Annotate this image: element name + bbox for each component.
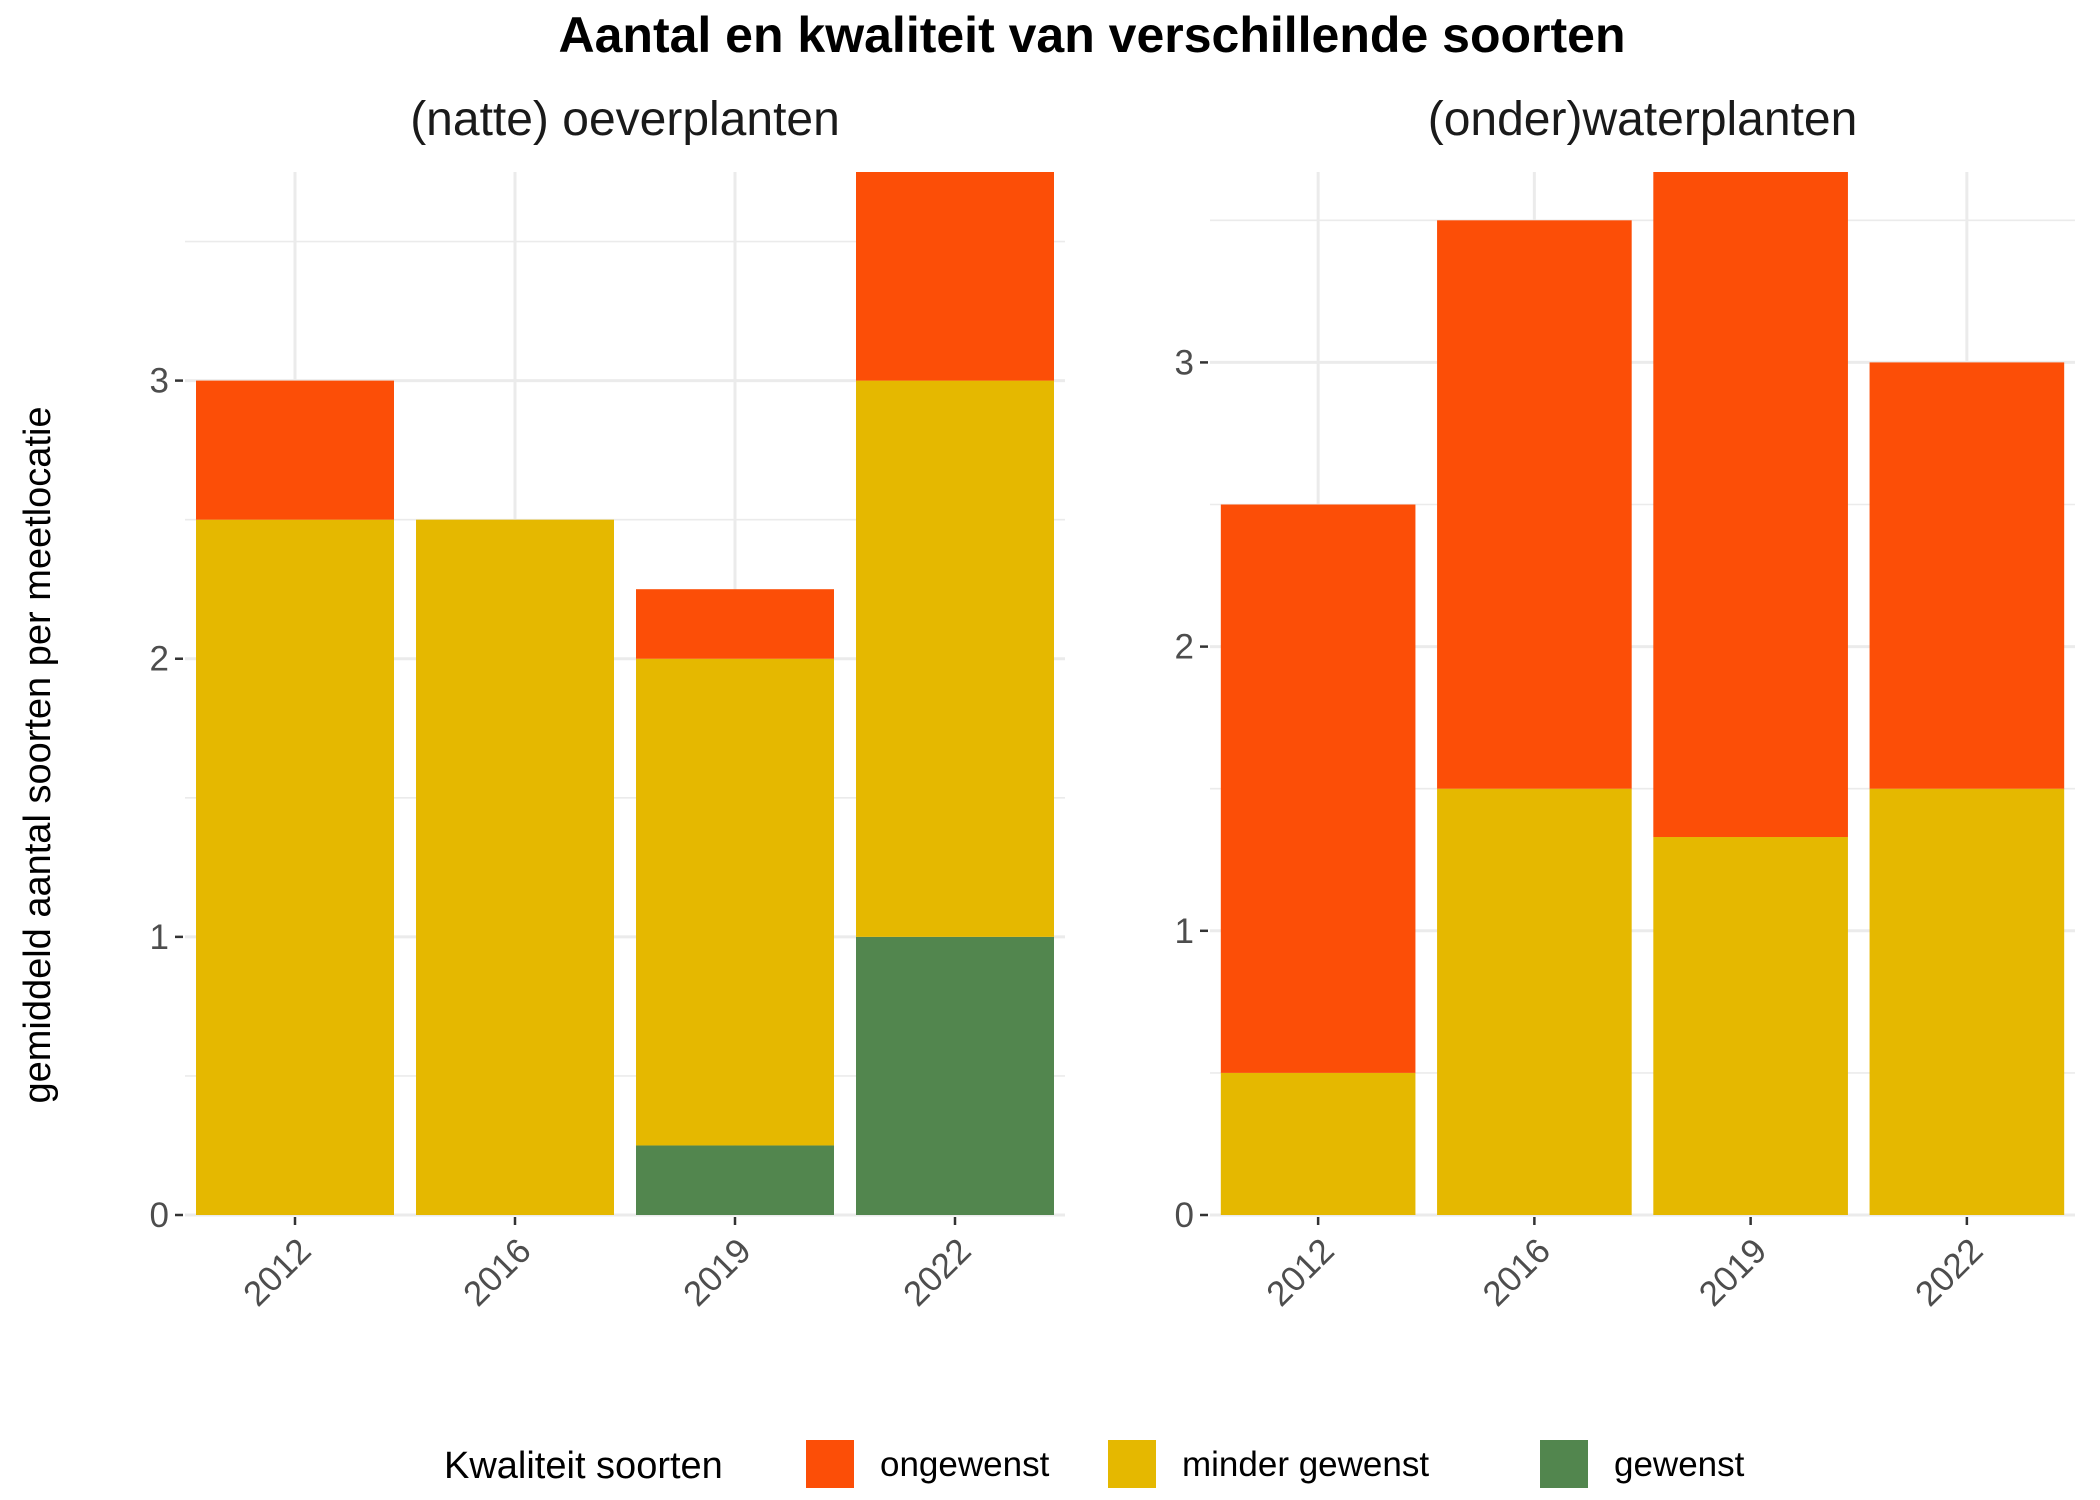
legend-label: minder gewenst bbox=[1182, 1445, 1429, 1484]
legend-title: Kwaliteit soorten bbox=[444, 1445, 723, 1487]
bar-ongewenst-2022 bbox=[1869, 362, 2065, 789]
x-tick-label: 2022 bbox=[1908, 1231, 1991, 1314]
legend-key-minder-gewenst bbox=[1108, 1440, 1156, 1488]
legend-label: gewenst bbox=[1614, 1445, 1745, 1484]
bar-minder-gewenst-2019 bbox=[1653, 837, 1848, 1215]
y-tick-label: 0 bbox=[150, 1196, 169, 1235]
legend-key-gewenst bbox=[1540, 1440, 1588, 1488]
y-axis-title: gemiddeld aantal soorten per meetlocatie bbox=[17, 406, 59, 1103]
x-tick-label: 2019 bbox=[1692, 1231, 1775, 1314]
legend-key-ongewenst bbox=[806, 1440, 854, 1488]
bar-gewenst-2019 bbox=[636, 1145, 834, 1215]
y-tick-label: 2 bbox=[1175, 628, 1194, 667]
bar-minder-gewenst-2012 bbox=[196, 519, 394, 1215]
panel-2: (onder)waterplanten 0 1 2 3 2012 2016 2019 2022 bbox=[1175, 93, 2075, 1314]
panel-title: (onder)waterplanten bbox=[1428, 93, 1858, 146]
bar-ongewenst-2016 bbox=[1437, 220, 1632, 789]
panel-title: (natte) oeverplanten bbox=[410, 93, 840, 146]
y-tick-label: 1 bbox=[150, 918, 169, 957]
panels: (natte) oeverplanten 0 1 2 3 2012 2016 2019 2022… bbox=[150, 93, 2075, 1314]
x-tick-label: 2016 bbox=[1475, 1231, 1558, 1314]
bar-minder-gewenst-2012 bbox=[1220, 1072, 1416, 1215]
x-tick-label: 2019 bbox=[676, 1231, 759, 1314]
bar-minder-gewenst-2019 bbox=[636, 658, 834, 1146]
x-tick-label: 2016 bbox=[456, 1231, 539, 1314]
y-tick-label: 3 bbox=[1175, 343, 1194, 382]
bar-gewenst-2022 bbox=[856, 936, 1054, 1215]
x-tick-label: 2012 bbox=[236, 1231, 319, 1314]
panel-1: (natte) oeverplanten 0 1 2 3 2012 2016 2019 2022 bbox=[150, 93, 1065, 1314]
bar-ongewenst-2012 bbox=[1220, 504, 1416, 1073]
bar-minder-gewenst-2016 bbox=[416, 519, 614, 1215]
legend-label: ongewenst bbox=[880, 1445, 1050, 1484]
x-tick-label: 2022 bbox=[896, 1231, 979, 1314]
y-tick-label: 1 bbox=[1175, 912, 1194, 951]
bar-ongewenst-2019 bbox=[636, 589, 834, 659]
legend: Kwaliteit soorten ongewenst minder gewens… bbox=[444, 1440, 1745, 1488]
bar-minder-gewenst-2022 bbox=[856, 380, 1054, 937]
x-tick-label: 2012 bbox=[1259, 1231, 1342, 1314]
chart-title: Aantal en kwaliteit van verschillende so… bbox=[558, 7, 1625, 63]
y-tick-label: 0 bbox=[1175, 1196, 1194, 1235]
bar-ongewenst-2012 bbox=[196, 380, 394, 520]
y-tick-label: 2 bbox=[150, 640, 169, 679]
y-tick-label: 3 bbox=[150, 362, 169, 401]
bar-ongewenst-2022 bbox=[856, 172, 1054, 381]
bar-minder-gewenst-2016 bbox=[1437, 788, 1632, 1215]
bar-minder-gewenst-2022 bbox=[1869, 788, 2065, 1215]
bar-ongewenst-2019 bbox=[1653, 172, 1848, 838]
